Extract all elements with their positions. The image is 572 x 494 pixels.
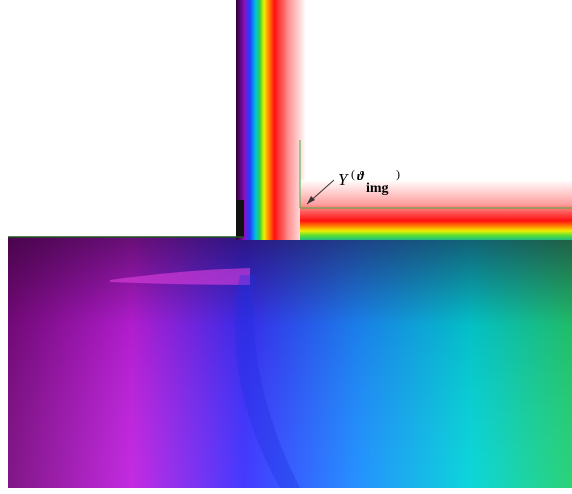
annotation-paren: )	[396, 167, 400, 181]
vertical-wall	[236, 0, 306, 240]
annotation-function: Y	[338, 170, 349, 189]
annotation-variable: ϑ	[357, 168, 365, 183]
horizontal-wall	[300, 180, 572, 240]
lower-shade	[8, 237, 572, 488]
wall-step	[236, 200, 244, 237]
thermal-field: Y ( ϑ img )	[0, 0, 572, 494]
annotation-paren: (	[351, 167, 355, 181]
page: {"annotation": {"function": "Y", "open":…	[0, 0, 572, 494]
annotation-subscript: img	[366, 181, 389, 196]
